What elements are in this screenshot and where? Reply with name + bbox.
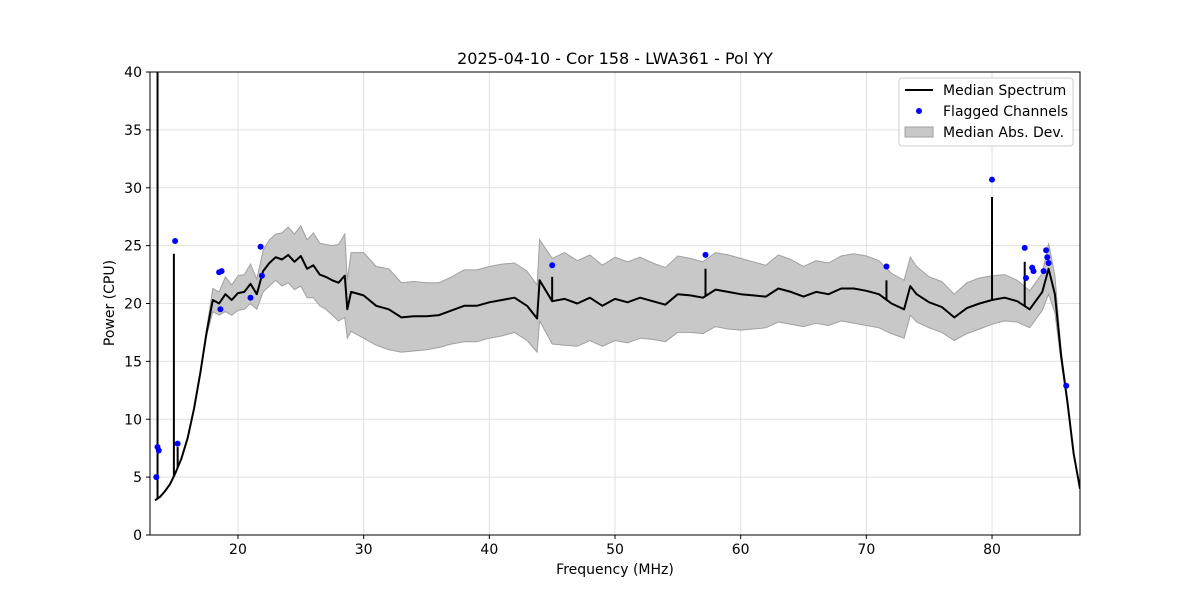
y-tick-label: 30 [124, 181, 142, 197]
y-tick-label: 35 [124, 123, 142, 139]
mad-layer [154, 224, 1080, 501]
x-tick-label: 80 [983, 542, 1001, 558]
legend-median-label: Median Spectrum [943, 83, 1066, 99]
flagged-channel-point [1045, 260, 1052, 266]
legend-frame [898, 77, 1074, 147]
flagged-channel-point [1043, 247, 1050, 254]
flagged-channel-point [174, 440, 181, 447]
x-tick-label: 20 [229, 542, 247, 558]
x-axis-title: Frequency (MHz) [556, 562, 674, 578]
y-tick-label: 20 [124, 297, 142, 313]
median-layer [154, 72, 1080, 502]
flagged-channel-point [1040, 268, 1047, 275]
flagged-channel-point [218, 268, 225, 275]
x-tick-label: 60 [732, 542, 750, 558]
flagged-channel-point [1063, 382, 1070, 389]
flagged-channel-point [247, 294, 254, 301]
legend: Median Spectrum Flagged Channels Median … [898, 77, 1074, 147]
x-tick-label: 40 [480, 542, 498, 558]
y-tick-label: 0 [133, 528, 142, 544]
flagged-channel-point [258, 272, 265, 279]
chart-title: 2025-04-10 - Cor 158 - LWA361 - Pol YY [457, 49, 773, 68]
flagged-channel-point [153, 474, 160, 481]
ticks-layer: 20 30 40 50 60 70 80 0 5 10 15 20 25 30 35 40 [124, 65, 1001, 558]
y-axis-title: Power (CPU) [102, 260, 118, 346]
flagged-channel-point [549, 262, 556, 269]
y-tick-label: 40 [124, 65, 142, 81]
flagged-channel-point [1030, 268, 1037, 275]
flagged-channel-point [257, 243, 264, 250]
flagged-channel-point [1023, 275, 1029, 281]
median-spectrum-line [154, 253, 1080, 502]
y-tick-label: 10 [124, 412, 142, 428]
flagged-channel-point [1044, 254, 1051, 261]
y-tick-label: 5 [133, 470, 142, 486]
flagged-channel-point [1021, 244, 1028, 251]
x-tick-label: 70 [857, 542, 875, 558]
flag-layer [153, 176, 1070, 481]
legend-mad-swatch [904, 126, 934, 138]
x-tick-label: 30 [355, 542, 373, 558]
mad-band [154, 224, 1080, 501]
flagged-channel-point [702, 251, 709, 258]
flagged-channel-point [155, 447, 162, 454]
legend-mad-label: Median Abs. Dev. [943, 125, 1064, 141]
flagged-channel-point [989, 176, 995, 183]
y-tick-label: 25 [124, 239, 142, 255]
y-tick-label: 15 [124, 354, 142, 370]
flagged-channel-point [883, 263, 890, 270]
legend-flagged-label: Flagged Channels [943, 104, 1068, 120]
flagged-channel-point [217, 306, 224, 313]
x-tick-label: 50 [606, 542, 624, 558]
flagged-channel-point [172, 238, 179, 244]
legend-flagged-swatch [916, 108, 922, 114]
